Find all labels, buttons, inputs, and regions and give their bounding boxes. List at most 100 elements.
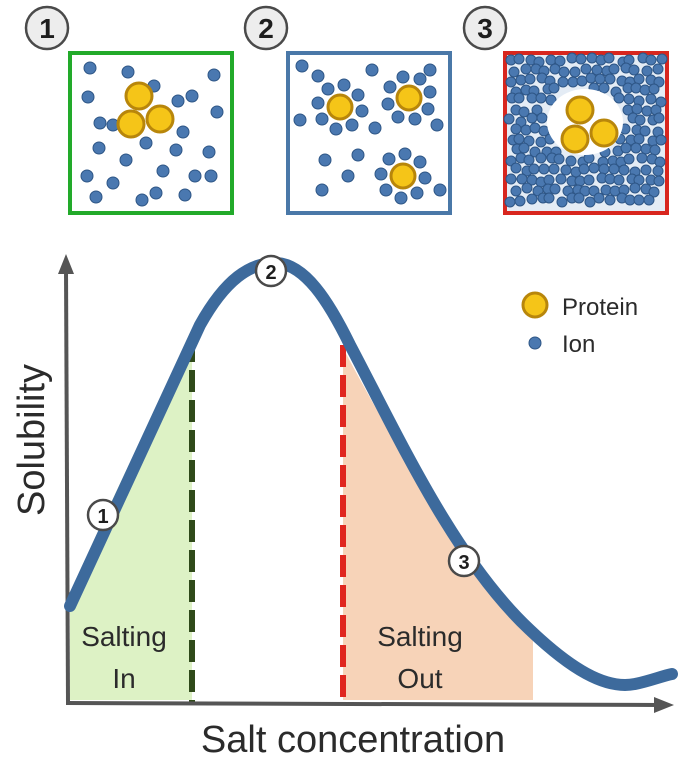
ion-icon [608,163,620,175]
ion-icon [513,92,525,104]
ion-icon [93,116,107,130]
ion-icon [311,69,325,83]
curve-marker-2: 2 [254,254,288,288]
ion-icon [633,73,645,85]
panel-3-protein-cluster [560,95,619,154]
ion-icon [569,66,581,78]
ion-icon [639,125,651,137]
ion-icon [505,173,517,185]
ion-icon [423,85,437,99]
panel-2-number: 2 [258,13,274,44]
ion-icon [394,191,408,205]
ion-icon [620,142,632,154]
ion-icon [315,112,329,126]
ion-icon [106,176,120,190]
ion-icon [351,148,365,162]
ion-icon [548,82,560,94]
ion-icon [321,82,335,96]
ion-icon [413,72,427,86]
ion-icon [135,193,149,207]
ion-icon [656,53,668,65]
ion-icon [643,194,655,206]
ion-icon [628,64,640,76]
ion-icon [604,194,616,206]
salting-in-region [70,340,192,700]
panel-3-ions [503,52,668,208]
ion-icon [418,171,432,185]
ion-icon [598,82,610,94]
ion-icon [368,121,382,135]
salting-out-label-line1: Salting [377,621,463,652]
ion-icon [613,92,625,104]
panel-3-number-badge [462,5,508,51]
ion-icon [188,169,202,183]
ion-icon [521,182,533,194]
ion-icon [382,152,396,166]
ion-icon [608,63,620,75]
ion-icon [556,196,568,208]
protein-icon [326,93,354,121]
ion-icon [558,66,570,78]
ion-icon [654,156,666,168]
ion-icon [641,65,653,77]
legend-ion-icon [528,336,542,350]
ion-icon [549,183,561,195]
legend: Protein Ion [521,291,638,358]
ion-icon [396,70,410,84]
ion-icon [505,76,517,88]
y-axis-label: Solubility [11,364,53,516]
curve-marker-1-badge [86,498,120,532]
ion-icon [640,143,652,155]
ion-icon [374,167,388,181]
ion-icon [520,63,532,75]
ion-icon [639,84,651,96]
ion-icon [421,102,435,116]
ion-icon [185,89,199,103]
panel-1: 1 [24,5,234,215]
ion-icon [510,162,522,174]
ion-icon [510,123,522,135]
ion-icon [531,104,543,116]
ion-icon [337,78,351,92]
ion-icon [634,114,646,126]
ion-icon [383,80,397,94]
ion-icon [594,73,606,85]
ion-icon [315,183,329,197]
x-axis [65,701,661,707]
ion-icon [652,165,664,177]
ion-icon [557,76,569,88]
panel-1-number-badge [24,5,70,51]
ion-icon [504,196,516,208]
ion-icon [575,53,587,65]
ion-icon [630,82,642,94]
ion-icon [598,163,610,175]
panel-2-ions [293,59,447,205]
ion-icon [536,112,548,124]
protein-icon [560,124,590,154]
ion-icon [618,164,630,176]
ion-icon [535,136,547,148]
ion-icon [583,174,595,186]
ion-icon [566,52,578,64]
legend-ion-label: Ion [562,331,595,358]
protein-icon [565,95,595,125]
protein-icon [145,104,175,134]
ion-icon [528,163,540,175]
curve-marker-3: 3 [447,544,481,578]
ion-icon [293,113,307,127]
ion-icon [515,74,527,86]
ion-icon [529,122,541,134]
ion-icon [169,143,183,157]
ion-icon [636,152,648,164]
ion-icon [573,192,585,204]
curve-marker-3-badge [447,544,481,578]
ion-icon [633,194,645,206]
ion-icon [526,112,538,124]
ion-icon [653,175,665,187]
ion-icon [210,105,224,119]
panel-1-frame [68,51,234,215]
ion-icon [81,90,95,104]
ion-icon [655,96,667,108]
